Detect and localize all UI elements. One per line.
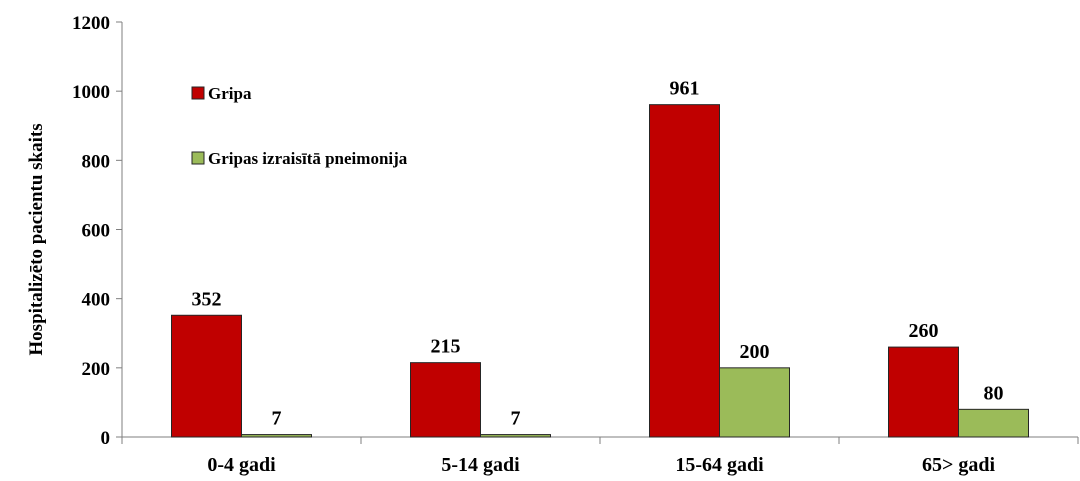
y-tick-label: 200 [82, 359, 111, 380]
y-tick-label: 1000 [72, 82, 110, 103]
legend-label: Gripas izraisītā pneimonija [208, 149, 408, 168]
bar-pneimonija [480, 434, 551, 438]
chart-axes: 0 200 400 600 800 1000 1200 Hospitalizēto pacie… [26, 13, 1079, 476]
x-category-label: 0-4 gadi [207, 454, 276, 476]
data-label: 260 [909, 320, 939, 342]
bar-gripa [888, 346, 959, 438]
data-label: 352 [192, 288, 222, 310]
data-label: 961 [670, 78, 700, 100]
y-tick-label: 400 [82, 290, 111, 311]
y-tick-label: 0 [101, 428, 111, 449]
chart-legend: Gripa Gripas izraisītā pneimonija [191, 84, 408, 168]
y-tick-label: 600 [82, 221, 111, 242]
y-axis-title: Hospitalizēto pacientu skaits [26, 123, 47, 355]
data-label: 7 [511, 408, 521, 430]
legend-swatch [191, 86, 205, 100]
bar-gripa [649, 104, 720, 438]
data-label: 200 [740, 341, 770, 363]
y-tick-label: 800 [82, 151, 111, 172]
bar-pneimonija [241, 434, 312, 438]
chart-data-labels: 352 7 215 7 961 200 260 80 [192, 78, 1004, 430]
legend-swatch [191, 151, 205, 165]
data-label: 215 [431, 336, 461, 358]
data-label: 7 [272, 408, 282, 430]
bar-gripa [171, 314, 242, 438]
x-category-label: 65> gadi [922, 454, 996, 476]
bar-gripa [410, 362, 481, 438]
chart-bars [171, 104, 1029, 438]
bar-pneimonija [719, 367, 790, 438]
bar-pneimonija [958, 408, 1029, 438]
legend-label: Gripa [208, 84, 252, 103]
x-category-label: 15-64 gadi [675, 454, 764, 476]
data-label: 80 [984, 382, 1004, 404]
x-category-label: 5-14 gadi [441, 454, 520, 476]
y-tick-label: 1200 [72, 13, 110, 34]
